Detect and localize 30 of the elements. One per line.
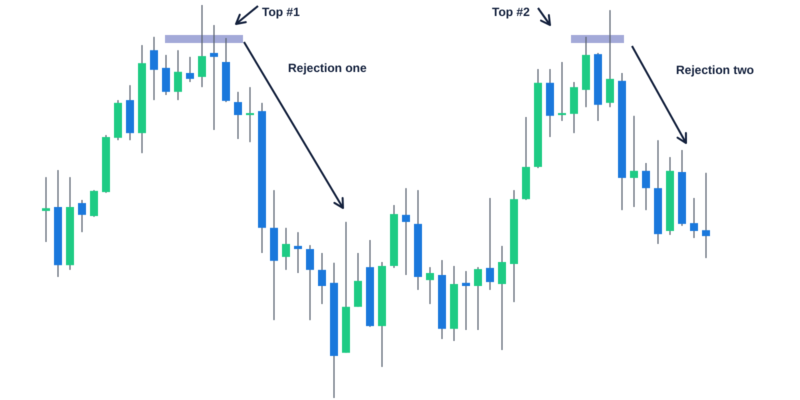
candlestick <box>234 91 242 140</box>
candlestick <box>78 199 86 233</box>
candlestick <box>42 176 50 243</box>
candlestick <box>306 244 314 321</box>
candlestick <box>558 61 566 122</box>
candlestick <box>174 50 182 101</box>
candlestick <box>498 245 506 351</box>
candlestick <box>606 10 614 108</box>
candlestick <box>282 227 290 270</box>
candlestick <box>462 270 470 331</box>
candlestick <box>210 24 218 131</box>
candlestick <box>198 5 206 88</box>
candlestick <box>474 266 482 331</box>
annotation: Top #1 <box>262 5 300 19</box>
candlestick <box>294 232 302 274</box>
candlestick <box>318 252 326 305</box>
annotation: Rejection one <box>288 61 368 75</box>
candlestick <box>630 115 638 208</box>
annotation: Rejection two <box>676 63 754 77</box>
candlestick <box>486 197 494 291</box>
candlestick <box>690 197 698 239</box>
candlestick <box>642 162 650 211</box>
candlestick <box>702 172 710 259</box>
candlestick <box>426 266 434 305</box>
candlestick <box>402 188 410 276</box>
candlestick <box>150 36 158 101</box>
candlestick <box>246 86 254 143</box>
candlestick <box>162 54 170 96</box>
candlestick <box>186 56 194 83</box>
annotation: Top #2 <box>492 5 530 19</box>
